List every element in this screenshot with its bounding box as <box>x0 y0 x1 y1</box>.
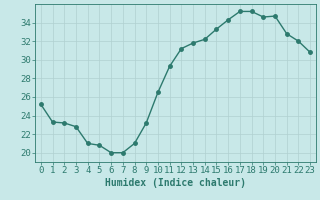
X-axis label: Humidex (Indice chaleur): Humidex (Indice chaleur) <box>105 178 246 188</box>
